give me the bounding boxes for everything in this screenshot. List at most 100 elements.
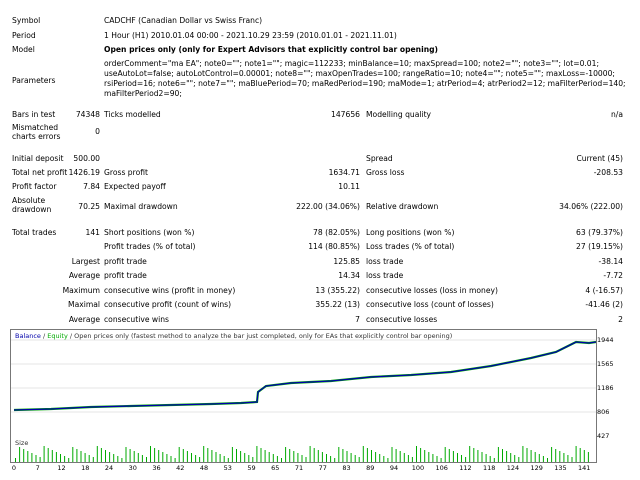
size-bar <box>469 446 471 462</box>
size-bar <box>493 458 495 462</box>
size-bar <box>15 458 16 462</box>
x-tick-label: 94 <box>389 464 399 472</box>
averageprofit-label: profit trade <box>104 271 147 280</box>
size-bar <box>19 447 21 462</box>
size-bar <box>88 455 90 462</box>
x-tick-label: 24 <box>104 464 114 472</box>
size-bar <box>379 454 381 462</box>
size-bar <box>146 457 147 462</box>
size-bar <box>383 456 385 462</box>
size-bar <box>158 450 160 462</box>
size-bar <box>236 449 237 462</box>
y-tick-label: 427 <box>597 432 610 440</box>
legend-equity: Equity <box>47 332 68 340</box>
expectedpayoff-label: Expected payoff <box>104 182 166 191</box>
largestprofit-value: 125.85 <box>333 257 360 266</box>
balance-chart-svg <box>11 339 596 413</box>
size-bar <box>199 457 201 462</box>
size-bar <box>321 452 323 462</box>
mismatched-label: Mismatched charts errors <box>12 123 61 141</box>
maxdrawdown-label: Maximal drawdown <box>104 202 178 211</box>
size-bar <box>424 450 426 462</box>
size-bar <box>350 453 352 462</box>
size-bar <box>444 447 446 462</box>
shortpositions-label: Short positions (won %) <box>104 228 195 237</box>
x-tick-label: 0 <box>11 464 17 472</box>
x-tick-label: 89 <box>366 464 375 472</box>
size-bar <box>583 450 585 462</box>
grossprofit-label: Gross profit <box>104 168 148 177</box>
size-bar <box>96 446 98 462</box>
x-tick-label: 7 <box>35 464 40 472</box>
y-tick-label: 806 <box>597 408 610 416</box>
quality-label: Modelling quality <box>366 110 432 119</box>
x-axis: 0 7 12 18 24 30 36 42 48 53 59 65 71 77 83 89 94 100 106 11… <box>0 464 640 476</box>
size-bar <box>407 455 409 462</box>
largestprofit-label: profit trade <box>104 257 147 266</box>
maximalloss-value: -41.46 (2) <box>585 300 623 309</box>
size-bar <box>248 455 250 462</box>
model-label: Model <box>12 45 35 54</box>
size-bar <box>211 450 213 462</box>
size-bar <box>244 453 246 462</box>
maximalprofit-value: 355.22 (13) <box>315 300 360 309</box>
size-bar <box>55 452 57 462</box>
maximal-label: Maximal <box>68 300 100 309</box>
spread-label: Spread <box>366 154 393 163</box>
reldrawdown-label: Relative drawdown <box>366 202 439 211</box>
size-bar <box>534 452 536 462</box>
parameters-line: orderComment="ma EA"; note0=""; note1=""… <box>104 59 600 68</box>
size-bar <box>100 448 102 462</box>
expectedpayoff-value: 10.11 <box>338 182 360 191</box>
size-bar <box>31 453 33 462</box>
grossloss-label: Gross loss <box>366 168 405 177</box>
largestloss-value: -38.14 <box>598 257 623 266</box>
size-bar <box>317 450 319 462</box>
profitfactor-label: Profit factor <box>12 182 57 191</box>
size-bar <box>141 455 143 462</box>
parameters-line: useAutoLot=false; autoLotControl=0.00001… <box>104 69 615 78</box>
quality-value: n/a <box>610 110 623 119</box>
size-bar <box>125 447 127 462</box>
size-bar <box>191 453 192 462</box>
size-bar <box>563 453 565 462</box>
y-tick-label: 1186 <box>597 384 614 392</box>
size-bar <box>354 455 356 462</box>
size-bar <box>178 447 180 462</box>
x-tick-label: 18 <box>81 464 90 472</box>
size-bar <box>215 452 217 462</box>
size-bar <box>207 448 209 462</box>
size-bar <box>72 447 74 462</box>
size-bar <box>587 452 589 462</box>
size-bar <box>362 446 364 462</box>
size-bar <box>43 446 45 462</box>
size-bar <box>154 448 156 462</box>
legend-separator: / <box>40 332 48 340</box>
ticks-label: Ticks modelled <box>104 110 161 119</box>
maximum-label: Maximum <box>62 286 100 295</box>
maxconswins-value: 13 (355.22) <box>315 286 360 295</box>
period-label: Period <box>12 31 36 40</box>
size-bar <box>121 458 123 462</box>
size-bar <box>227 458 229 462</box>
size-bar <box>551 447 553 462</box>
x-tick-label: 65 <box>271 464 280 472</box>
size-bar <box>436 456 438 462</box>
average-label: Average <box>68 271 100 280</box>
maximalprofit-label: consecutive profit (count of wins) <box>104 300 232 309</box>
x-tick-label: 141 <box>578 464 591 472</box>
size-bar <box>559 451 561 462</box>
size-bar <box>23 449 25 462</box>
size-bar <box>105 450 106 462</box>
size-bar <box>109 452 111 462</box>
x-tick-label: 118 <box>483 464 496 472</box>
size-bar <box>575 446 577 462</box>
size-bar <box>477 450 479 462</box>
size-bar <box>358 457 360 462</box>
x-tick-label: 77 <box>318 464 327 472</box>
x-tick-label: 106 <box>435 464 448 472</box>
size-bar <box>182 449 184 462</box>
size-bar <box>285 447 287 462</box>
size-bar <box>461 455 462 462</box>
parameters-label: Parameters <box>12 76 56 85</box>
